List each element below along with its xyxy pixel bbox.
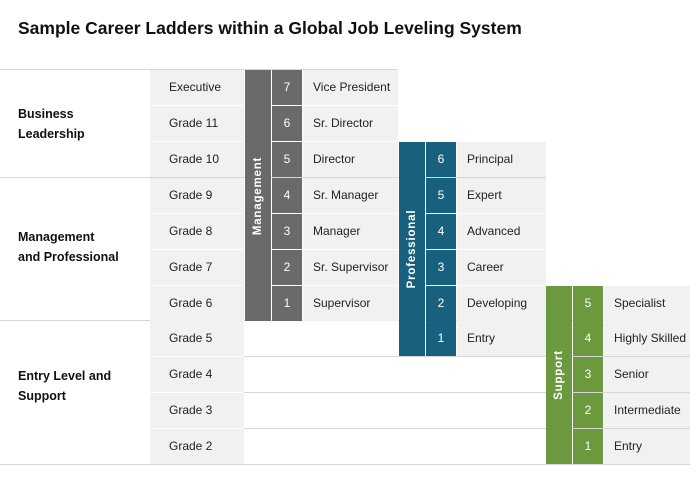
management-band: Management bbox=[245, 70, 271, 321]
group-label-line: Business bbox=[18, 107, 74, 121]
management-role: Sr. Director bbox=[303, 106, 398, 141]
professional-level-num: 3 bbox=[426, 250, 456, 285]
management-level-num: 7 bbox=[272, 70, 302, 105]
grade-executive: Executive bbox=[150, 70, 244, 105]
diagram-title: Sample Career Ladders within a Global Jo… bbox=[18, 18, 522, 38]
grade-8: Grade 8 bbox=[150, 214, 244, 249]
professional-level-num: 4 bbox=[426, 214, 456, 249]
grade-6: Grade 6 bbox=[150, 286, 244, 321]
support-level-num: 2 bbox=[573, 393, 603, 428]
professional-level-num: 5 bbox=[426, 178, 456, 213]
professional-label: Professional bbox=[406, 209, 418, 289]
management-label: Management bbox=[252, 156, 264, 235]
management-level-num: 3 bbox=[272, 214, 302, 249]
grade-2: Grade 2 bbox=[150, 429, 244, 464]
support-label: Support bbox=[553, 350, 565, 400]
grade-5: Grade 5 bbox=[150, 321, 244, 356]
support-level-num: 3 bbox=[573, 357, 603, 392]
management-role: Vice President bbox=[303, 70, 398, 105]
grade-3: Grade 3 bbox=[150, 393, 244, 428]
separator-business bbox=[0, 177, 546, 178]
professional-role: Entry bbox=[457, 321, 546, 356]
group-business-leadership: Business Leadership bbox=[18, 104, 148, 144]
support-role: Entry bbox=[604, 429, 690, 464]
group-label-line: Entry Level and bbox=[18, 369, 112, 383]
professional-role: Expert bbox=[457, 178, 546, 213]
support-band: Support bbox=[546, 286, 572, 464]
management-level-num: 1 bbox=[272, 286, 302, 321]
group-label-line: Management bbox=[18, 230, 95, 244]
professional-role: Developing bbox=[457, 286, 546, 321]
row-line-grade3 bbox=[244, 428, 690, 429]
support-role: Senior bbox=[604, 357, 690, 392]
group-label-line: Support bbox=[18, 389, 66, 403]
management-role: Sr. Manager bbox=[303, 178, 398, 213]
professional-level-num: 2 bbox=[426, 286, 456, 321]
grade-4: Grade 4 bbox=[150, 357, 244, 392]
management-role: Manager bbox=[303, 214, 398, 249]
separator-top bbox=[0, 69, 398, 70]
group-label-line: and Professional bbox=[18, 250, 119, 264]
separator-bottom bbox=[0, 464, 690, 465]
support-level-num: 1 bbox=[573, 429, 603, 464]
management-role: Director bbox=[303, 142, 398, 177]
support-role: Highly Skilled bbox=[604, 321, 690, 356]
management-level-num: 5 bbox=[272, 142, 302, 177]
row-line-grade4 bbox=[244, 392, 690, 393]
professional-role: Career bbox=[457, 250, 546, 285]
professional-band: Professional bbox=[399, 142, 425, 356]
grade-11: Grade 11 bbox=[150, 106, 244, 141]
support-role: Specialist bbox=[604, 286, 690, 321]
management-level-num: 6 bbox=[272, 106, 302, 141]
group-entry-support: Entry Level and Support bbox=[18, 366, 148, 406]
professional-level-num: 6 bbox=[426, 142, 456, 177]
grade-9: Grade 9 bbox=[150, 178, 244, 213]
management-level-num: 4 bbox=[272, 178, 302, 213]
management-role: Supervisor bbox=[303, 286, 398, 321]
group-label-line: Leadership bbox=[18, 127, 85, 141]
support-role: Intermediate bbox=[604, 393, 690, 428]
group-management-professional: Management and Professional bbox=[18, 227, 148, 267]
management-level-num: 2 bbox=[272, 250, 302, 285]
professional-role: Principal bbox=[457, 142, 546, 177]
professional-role: Advanced bbox=[457, 214, 546, 249]
grade-7: Grade 7 bbox=[150, 250, 244, 285]
row-line-grade5 bbox=[244, 356, 690, 357]
management-role: Sr. Supervisor bbox=[303, 250, 398, 285]
support-level-num: 4 bbox=[573, 321, 603, 356]
support-level-num: 5 bbox=[573, 286, 603, 321]
grade-10: Grade 10 bbox=[150, 142, 244, 177]
professional-level-num: 1 bbox=[426, 321, 456, 356]
